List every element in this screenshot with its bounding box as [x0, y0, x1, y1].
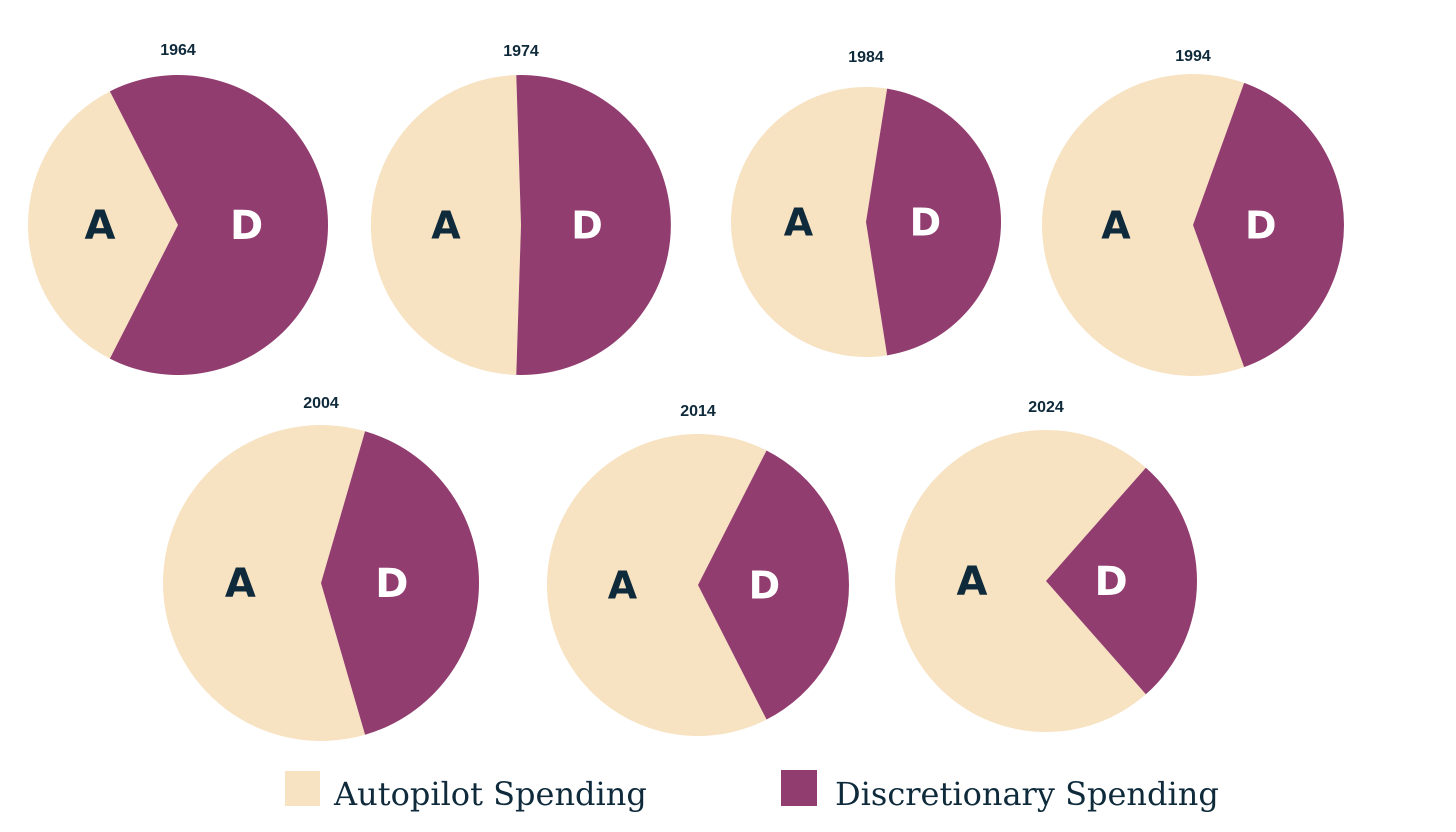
pie-label-autopilot: A: [1101, 203, 1131, 247]
pie-label-discretionary: D: [230, 203, 263, 249]
pie-label-autopilot: A: [225, 561, 256, 607]
pie-label-autopilot: A: [85, 203, 116, 249]
pie-slice-autopilot: [1041, 74, 1245, 376]
pie-slice-discretionary: [1193, 82, 1344, 368]
pie-slice-discretionary: [516, 75, 671, 376]
pie-slice-discretionary: [866, 88, 1002, 356]
pie-2024: A D 2024: [895, 399, 1198, 732]
pie-label-discretionary: D: [375, 561, 408, 607]
pie-label-autopilot: A: [784, 200, 814, 244]
pie-title: 2014: [680, 403, 716, 420]
pie-title: 1964: [160, 42, 196, 59]
pie-charts-group: A D 1964 A D 1974 A D 1984 A D 1994 A D 2004 A D 2014 A D 20…: [28, 42, 1344, 741]
legend-swatch-discretionary: [781, 770, 817, 806]
legend-label-discretionary: Discretionary Spending: [835, 775, 1219, 813]
pie-1974: A D 1974: [370, 43, 671, 376]
pie-label-discretionary: D: [571, 203, 603, 247]
legend-label-autopilot: Autopilot Spending: [333, 775, 647, 813]
legend-swatch-autopilot: [285, 771, 320, 806]
pie-title: 1984: [848, 49, 884, 66]
pie-title: 2024: [1028, 399, 1064, 416]
pie-1964: A D 1964: [28, 42, 329, 375]
pie-label-discretionary: D: [910, 200, 942, 244]
pie-slice-autopilot: [731, 86, 888, 358]
pie-label-discretionary: D: [1094, 559, 1127, 605]
pie-title: 2004: [303, 395, 339, 412]
pie-slice-autopilot: [546, 434, 767, 736]
pie-1984: A D 1984: [731, 49, 1002, 358]
pie-slice-autopilot: [895, 429, 1146, 732]
pie-title: 1994: [1175, 48, 1211, 65]
pie-slice-discretionary: [698, 450, 849, 720]
pie-label-autopilot: A: [608, 563, 638, 607]
pie-2004: A D 2004: [163, 395, 480, 741]
pie-label-autopilot: A: [957, 559, 988, 605]
pie-slice-discretionary: [109, 75, 329, 375]
legend: Autopilot Spending Discretionary Spendin…: [285, 770, 1219, 813]
pie-slice-autopilot: [370, 75, 521, 375]
pie-1994: A D 1994: [1041, 48, 1344, 376]
pie-slice-autopilot: [163, 424, 366, 741]
pie-2014: A D 2014: [546, 403, 849, 736]
pie-slice-discretionary: [1046, 467, 1198, 695]
pie-title: 1974: [503, 43, 539, 60]
pie-label-discretionary: D: [749, 563, 781, 607]
pie-label-autopilot: A: [431, 203, 461, 247]
pie-slice-autopilot: [28, 91, 178, 359]
pie-label-discretionary: D: [1245, 203, 1277, 247]
pie-slice-discretionary: [321, 431, 480, 735]
